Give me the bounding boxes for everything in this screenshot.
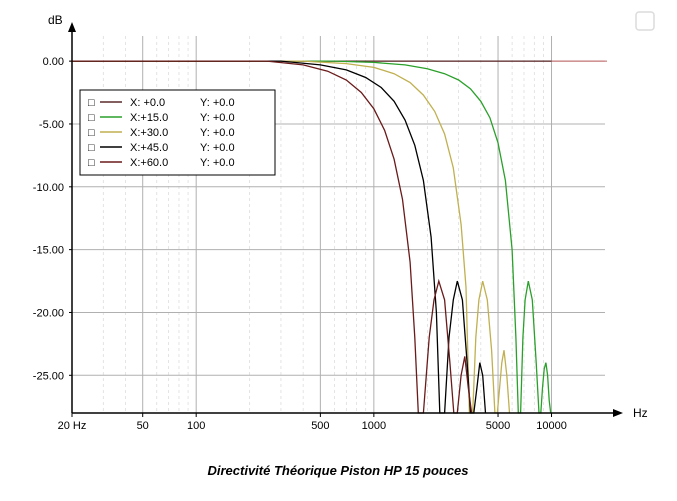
directivity-chart: 0.00 -5.00 -10.00 -15.00 -20.00 -25.00 20 Hz 50… <box>0 0 677 501</box>
legend-label-y: Y: +0.0 <box>200 112 235 124</box>
legend-marker: □ <box>88 112 95 124</box>
legend-label-y: Y: +0.0 <box>200 97 235 109</box>
chart-caption: Directivité Théorique Piston HP 15 pouce… <box>207 463 468 478</box>
legend-marker: □ <box>88 97 95 109</box>
legend-label-x: X:+60.0 <box>130 157 168 169</box>
x-axis-label: Hz <box>633 406 648 420</box>
x-tick-label: 5000 <box>486 420 510 432</box>
legend-label-y: Y: +0.0 <box>200 127 235 139</box>
y-tick-label: -5.00 <box>39 119 64 131</box>
chart-container: 0.00 -5.00 -10.00 -15.00 -20.00 -25.00 20 Hz 50… <box>0 0 677 501</box>
legend-label-x: X:+15.0 <box>130 112 168 124</box>
x-tick-label: 1000 <box>362 420 386 432</box>
x-tick-label: 500 <box>311 420 329 432</box>
legend-marker: □ <box>88 157 95 169</box>
legend: □ X: +0.0 Y: +0.0 □ X:+15.0 Y: +0.0 □ X:+30.0 Y:… <box>80 90 275 175</box>
y-tick-label: -15.00 <box>33 245 64 257</box>
legend-label-x: X:+30.0 <box>130 127 168 139</box>
x-tick-label: 10000 <box>536 420 567 432</box>
legend-label-x: X: +0.0 <box>130 97 165 109</box>
x-tick-label: 100 <box>187 420 205 432</box>
legend-label-y: Y: +0.0 <box>200 157 235 169</box>
y-tick-label: 0.00 <box>43 56 64 68</box>
legend-marker: □ <box>88 142 95 154</box>
legend-label-y: Y: +0.0 <box>200 142 235 154</box>
x-tick-label: 50 <box>137 420 149 432</box>
y-tick-label: -25.00 <box>33 370 64 382</box>
legend-marker: □ <box>88 127 95 139</box>
y-axis-label: dB <box>48 13 63 27</box>
y-tick-label: -20.00 <box>33 307 64 319</box>
x-tick-label: 20 Hz <box>58 420 87 432</box>
y-tick-label: -10.00 <box>33 182 64 194</box>
legend-label-x: X:+45.0 <box>130 142 168 154</box>
